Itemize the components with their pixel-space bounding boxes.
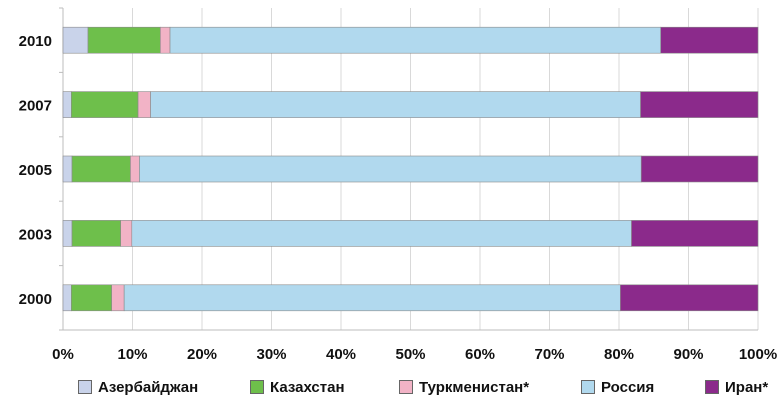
y-tick-label: 2010: [19, 33, 52, 50]
chart-svg: 2010 2007 2005 2003 2000 0% 10% 20% 30% 40% 50% 60%…: [19, 7, 777, 363]
bar-segment: [620, 284, 759, 312]
bar-segment: [660, 26, 759, 54]
x-tick-label: 10%: [117, 346, 147, 363]
x-tick-label: 40%: [326, 346, 356, 363]
x-tick-label: 0%: [52, 346, 74, 363]
legend-swatch: [78, 380, 92, 394]
bar-segment: [131, 220, 632, 247]
legend-label: Иран*: [725, 378, 769, 396]
bar-segment: [62, 26, 89, 54]
legend-label: Азербайджан: [98, 378, 199, 396]
x-tick-label: 70%: [534, 346, 564, 363]
bar-segment: [640, 91, 759, 118]
bar-segment: [139, 155, 642, 183]
legend-label: Туркменистан*: [419, 378, 530, 396]
legend-label: Казахстан: [270, 378, 345, 396]
x-tick-label: 30%: [256, 346, 286, 363]
bar-segment: [62, 220, 73, 247]
bar-segment: [160, 26, 171, 54]
bar-segment: [111, 284, 125, 312]
x-tick-label: 60%: [465, 346, 495, 363]
bar-segment: [62, 91, 72, 118]
bar-segment: [130, 155, 140, 183]
bar-segment: [71, 220, 121, 247]
legend-swatch: [250, 380, 264, 394]
x-tick-label: 100%: [739, 346, 777, 363]
x-tick-label: 80%: [604, 346, 634, 363]
legend-swatch: [399, 380, 413, 394]
x-tick-label: 20%: [187, 346, 217, 363]
bar-segment: [631, 220, 759, 247]
bar-segment: [120, 220, 133, 247]
bar-segment: [150, 91, 641, 118]
bar-segment: [71, 155, 131, 183]
legend-swatch: [705, 380, 719, 394]
y-tick-label: 2007: [19, 98, 52, 115]
legend-item: Россия: [581, 378, 654, 396]
bar-segment: [640, 155, 759, 183]
y-tick-label: 2000: [19, 291, 52, 308]
bar-segment: [169, 26, 662, 54]
legend-item: Казахстан: [250, 378, 345, 396]
x-tick-label: 50%: [395, 346, 425, 363]
legend-label: Россия: [601, 378, 655, 396]
legend-swatch: [581, 380, 595, 394]
bar-segment: [71, 91, 139, 118]
bar-segment: [123, 284, 621, 312]
bar-segment: [71, 284, 112, 312]
bar-segment: [87, 26, 161, 54]
x-tick-label: 90%: [673, 346, 703, 363]
chart-legend: Азербайджан Казахстан Туркменистан* Россия И…: [0, 372, 784, 400]
bar-segment: [137, 91, 151, 118]
legend-item: Туркменистан*: [399, 378, 529, 396]
bar-segment: [62, 155, 73, 183]
legend-item: Азербайджан: [78, 378, 198, 396]
bar-segment: [62, 284, 72, 312]
y-tick-label: 2003: [19, 226, 52, 243]
y-tick-label: 2005: [19, 162, 52, 179]
legend-item: Иран*: [705, 378, 768, 396]
